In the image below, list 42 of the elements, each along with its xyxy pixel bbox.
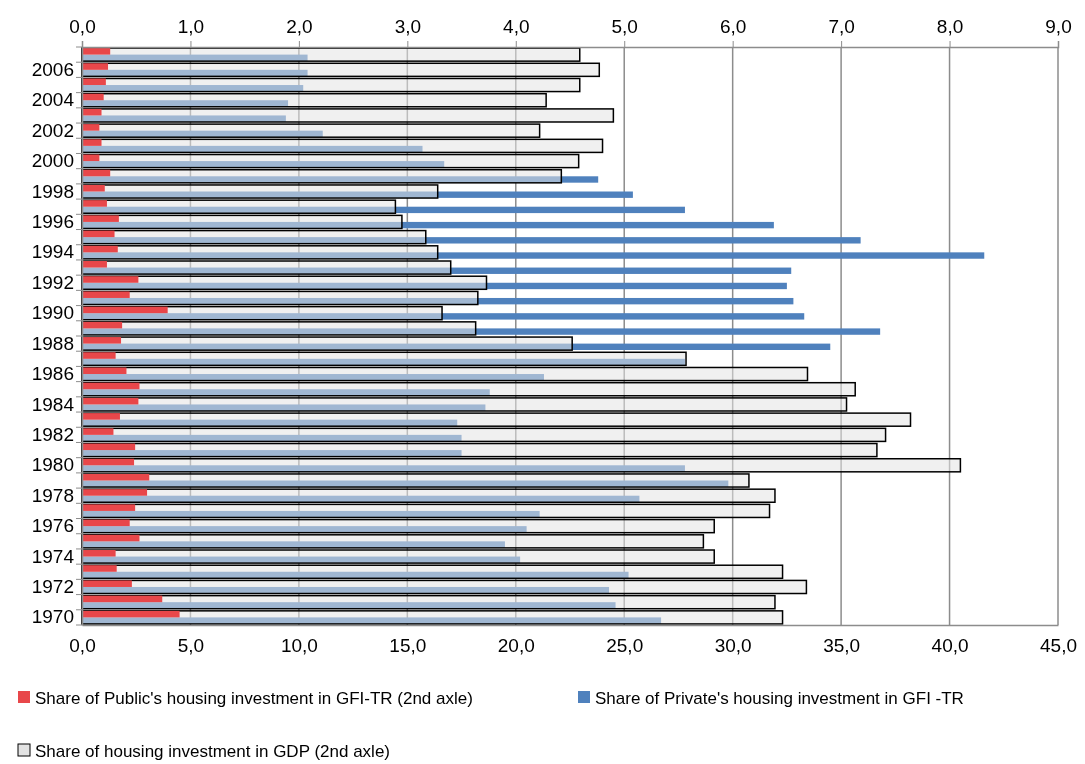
y-tick-label: 1972 bbox=[31, 576, 74, 598]
y-tick-label: 1990 bbox=[31, 302, 74, 324]
y-tick-label: 1982 bbox=[31, 423, 74, 445]
y-tick-label: 1998 bbox=[31, 180, 74, 202]
y-tick-label: 1974 bbox=[31, 545, 75, 567]
x-tick-label: 10,0 bbox=[280, 635, 318, 657]
y-tick-label: 2000 bbox=[31, 150, 74, 172]
x2-tick-label: 6,0 bbox=[719, 16, 747, 37]
y-tick-label: 1994 bbox=[31, 241, 75, 263]
x2-tick-label: 1,0 bbox=[177, 16, 205, 37]
y-tick-label: 1992 bbox=[31, 271, 74, 293]
x-tick-label: 15,0 bbox=[389, 635, 427, 657]
x-tick-label: 40,0 bbox=[931, 635, 969, 657]
x-tick-label: 25,0 bbox=[606, 635, 644, 657]
x2-tick-label: 8,0 bbox=[936, 16, 964, 37]
y-tick-label: 1986 bbox=[31, 363, 74, 385]
y-tick-label: 2004 bbox=[31, 89, 75, 111]
x2-tick-label: 9,0 bbox=[1045, 16, 1072, 37]
y-tick-label: 1970 bbox=[31, 606, 74, 628]
y-tick-label: 1980 bbox=[31, 454, 74, 476]
x2-tick-label: 4,0 bbox=[503, 16, 530, 37]
legend-label: Share of housing investment in GDP (2nd axle) bbox=[35, 741, 390, 761]
y-tick-label: 1976 bbox=[31, 515, 74, 537]
y-tick-label: 2002 bbox=[31, 119, 74, 141]
x2-tick-label: 5,0 bbox=[611, 16, 638, 37]
x2-tick-label: 0,0 bbox=[69, 16, 96, 37]
x2-tick-label: 3,0 bbox=[394, 16, 422, 37]
x-tick-label: 35,0 bbox=[823, 635, 861, 657]
x-tick-label: 0,0 bbox=[69, 635, 96, 657]
x2-tick-label: 2,0 bbox=[286, 16, 313, 37]
x-tick-label: 20,0 bbox=[497, 635, 535, 657]
y-tick-label: 1978 bbox=[31, 484, 74, 506]
y-tick-label: 1996 bbox=[31, 211, 74, 232]
x-tick-label: 45,0 bbox=[1040, 635, 1077, 657]
x2-tick-label: 7,0 bbox=[828, 16, 855, 37]
legend-label: Share of Public's housing investment in GFI-TR (2nd axle) bbox=[35, 688, 473, 708]
legend-label: Share of Private's housing investment in GFI -TR bbox=[595, 688, 964, 708]
x-tick-label: 5,0 bbox=[177, 635, 205, 657]
y-tick-label: 1984 bbox=[31, 393, 75, 415]
x-tick-label: 30,0 bbox=[714, 635, 752, 657]
y-tick-label: 1988 bbox=[31, 332, 74, 354]
y-tick-label: 2006 bbox=[31, 58, 74, 80]
